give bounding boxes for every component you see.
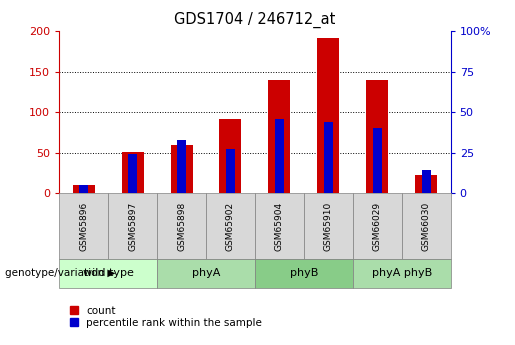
Bar bbox=[177, 140, 186, 193]
Bar bbox=[366, 80, 388, 193]
Bar bbox=[275, 119, 284, 193]
Text: GSM65904: GSM65904 bbox=[275, 201, 284, 250]
Bar bbox=[422, 170, 431, 193]
Bar bbox=[324, 122, 333, 193]
Text: genotype/variation ▶: genotype/variation ▶ bbox=[5, 268, 115, 278]
Text: phyB: phyB bbox=[289, 268, 318, 278]
Text: GSM65910: GSM65910 bbox=[324, 201, 333, 250]
Bar bbox=[79, 185, 88, 193]
Bar bbox=[73, 185, 95, 193]
Bar bbox=[317, 38, 339, 193]
Bar bbox=[226, 149, 235, 193]
Bar bbox=[170, 145, 193, 193]
Legend: count, percentile rank within the sample: count, percentile rank within the sample bbox=[70, 306, 262, 328]
Text: phyA: phyA bbox=[192, 268, 220, 278]
Bar bbox=[415, 175, 437, 193]
Bar bbox=[219, 119, 242, 193]
Bar bbox=[373, 128, 382, 193]
Text: GSM65902: GSM65902 bbox=[226, 201, 235, 250]
Text: GSM65896: GSM65896 bbox=[79, 201, 88, 250]
Bar bbox=[268, 80, 290, 193]
Text: GSM65898: GSM65898 bbox=[177, 201, 186, 250]
Bar bbox=[128, 154, 137, 193]
Text: wild type: wild type bbox=[83, 268, 133, 278]
Bar bbox=[122, 152, 144, 193]
Text: phyA phyB: phyA phyB bbox=[372, 268, 432, 278]
Text: GSM66029: GSM66029 bbox=[373, 201, 382, 250]
Text: GSM65897: GSM65897 bbox=[128, 201, 137, 250]
Text: GSM66030: GSM66030 bbox=[422, 201, 431, 250]
Title: GDS1704 / 246712_at: GDS1704 / 246712_at bbox=[174, 12, 336, 28]
